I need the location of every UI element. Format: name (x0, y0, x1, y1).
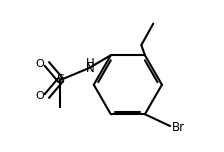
Text: Br: Br (171, 121, 185, 134)
Text: O: O (35, 91, 44, 101)
Text: H: H (86, 57, 95, 70)
Text: O: O (35, 59, 44, 69)
Text: S: S (56, 73, 65, 86)
Text: N: N (86, 62, 95, 75)
